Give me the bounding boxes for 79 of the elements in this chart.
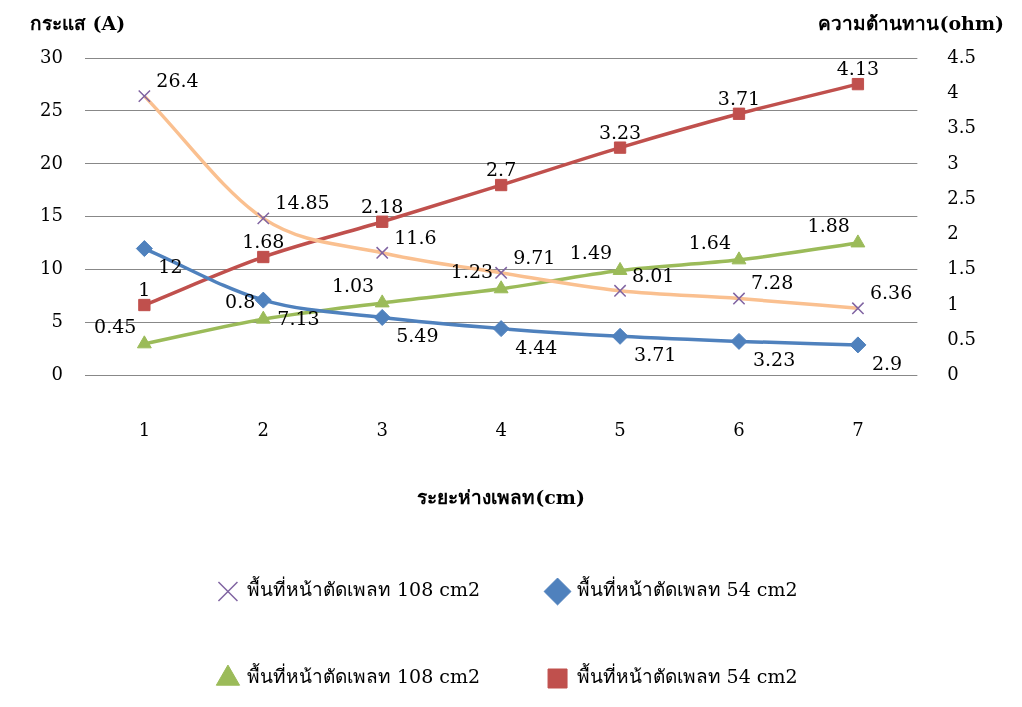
data-label: 3.71	[717, 86, 761, 109]
data-label: 3.23	[752, 348, 796, 371]
data-label: 11.6	[394, 225, 437, 248]
data-label: 1.23	[450, 259, 494, 282]
y-tick-label: 5	[51, 310, 63, 332]
point	[136, 335, 152, 349]
point	[611, 327, 629, 345]
point	[851, 77, 865, 91]
data-label: 2.9	[871, 351, 903, 374]
y-tick-label: 0	[51, 363, 63, 385]
data-label: 1.68	[242, 229, 285, 252]
point	[373, 308, 391, 326]
data-label: 9.71	[513, 245, 556, 268]
point	[731, 251, 747, 265]
point	[138, 298, 151, 312]
data-label: 5.49	[396, 324, 439, 347]
legend-label: พื้นที่หน้าตัดเพลท 108 cm2	[246, 663, 481, 688]
point	[494, 178, 508, 192]
point	[612, 261, 628, 275]
data-label: 26.4	[156, 69, 199, 92]
point	[492, 320, 510, 338]
x-tick-label: 3	[376, 419, 388, 441]
legend-label: พื้นที่หน้าตัดเพลท 108 cm2	[246, 576, 481, 601]
y-tick-label: 20	[40, 151, 63, 173]
y2-tick-label: 3.5	[947, 116, 977, 138]
data-label: 14.85	[275, 191, 330, 214]
data-label: 0.45	[94, 314, 137, 337]
y2-tick-label: 0	[947, 363, 959, 385]
y-tick-label: 30	[40, 45, 63, 67]
data-label: 4.44	[515, 335, 558, 358]
y-tick-label: 25	[40, 98, 63, 120]
data-label: 3.23	[598, 120, 642, 143]
data-label: 1.88	[807, 213, 850, 236]
data-label: 0.8	[225, 290, 256, 313]
x-tick-label: 2	[257, 419, 270, 441]
y-tick-label: 10	[40, 257, 63, 279]
y2-axis-title: ความต้านทาน(ohm)	[818, 12, 1004, 35]
data-label: 12	[158, 255, 183, 278]
x-tick-label: 5	[614, 419, 626, 441]
point	[257, 250, 270, 264]
data-label: 4.13	[836, 57, 880, 80]
x-tick-label: 1	[138, 419, 151, 441]
data-label: 1	[138, 277, 151, 300]
point	[613, 141, 627, 154]
data-label: 8.01	[632, 263, 675, 286]
point	[374, 294, 390, 308]
y2-tick-label: 1.5	[947, 257, 977, 279]
point	[376, 215, 389, 228]
point	[730, 332, 748, 350]
legend-label: พื้นที่หน้าตัดเพลท 54 cm2	[576, 576, 798, 601]
point	[493, 280, 509, 294]
legend-label: พื้นที่หน้าตัดเพลท 54 cm2	[576, 663, 798, 688]
point	[850, 234, 866, 248]
point	[732, 107, 746, 120]
data-label: 1.03	[331, 273, 375, 296]
data-label: 2.7	[486, 157, 517, 180]
data-label: 1.49	[569, 241, 613, 264]
data-label: 3.71	[634, 343, 677, 366]
y-axis-title: กระแส (A)	[30, 12, 126, 35]
data-label: 1.64	[688, 230, 731, 253]
x-tick-label: 6	[733, 419, 745, 441]
point	[849, 336, 867, 354]
y2-tick-label: 2.5	[947, 186, 977, 208]
y2-tick-label: 4.5	[947, 45, 977, 67]
point	[255, 310, 271, 324]
x-tick-label: 7	[852, 419, 864, 441]
x-tick-label: 4	[495, 419, 507, 441]
data-label: 7.28	[750, 271, 794, 294]
y2-tick-label: 2	[947, 222, 959, 244]
point	[135, 240, 153, 258]
y2-tick-label: 0.5	[947, 327, 977, 349]
data-label: 6.36	[869, 281, 913, 304]
x-axis-title: ระยะห่างเพลท(cm)	[417, 485, 585, 508]
y-tick-label: 15	[40, 204, 63, 226]
y2-tick-label: 1	[947, 292, 959, 314]
data-label: 2.18	[361, 194, 404, 217]
y2-tick-label: 4	[947, 80, 959, 102]
point	[254, 291, 272, 309]
y2-tick-label: 3	[947, 151, 959, 173]
